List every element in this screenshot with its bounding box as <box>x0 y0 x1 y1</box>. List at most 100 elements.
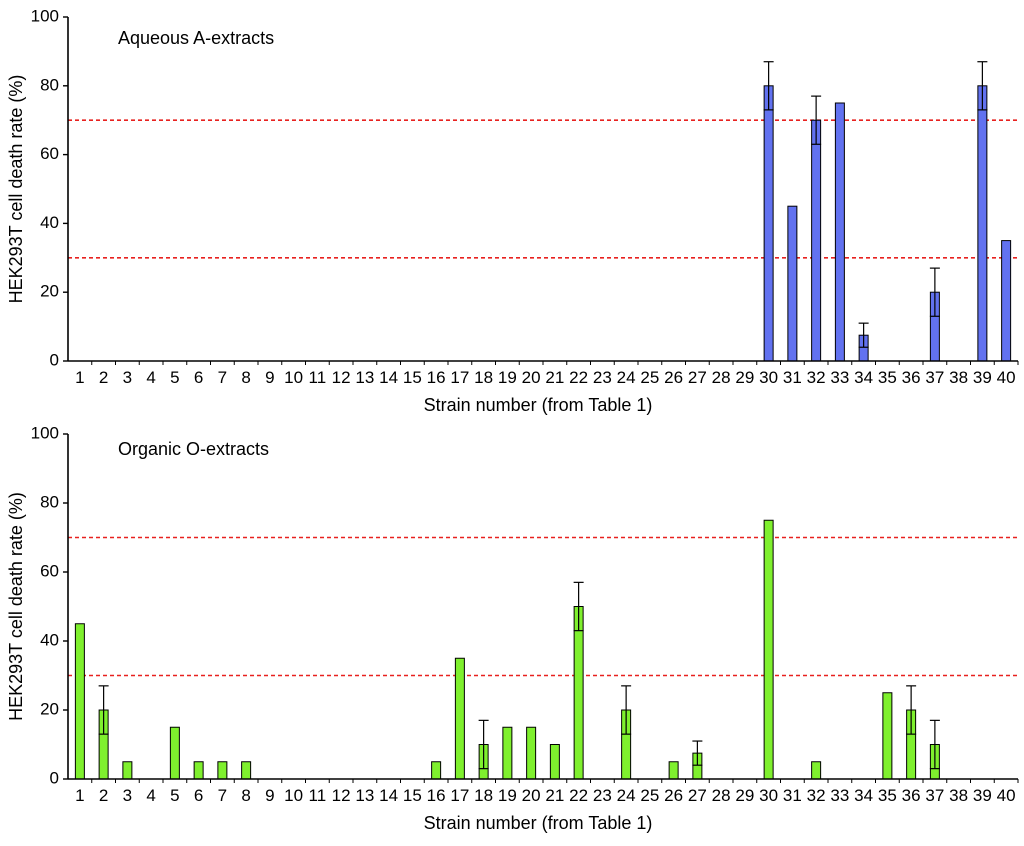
x-tick-label-40: 40 <box>997 368 1016 387</box>
x-tick-label-13: 13 <box>355 786 374 805</box>
x-tick-label-11: 11 <box>309 368 327 387</box>
bar-strain-32 <box>811 119 822 362</box>
y-tick-label-20: 20 <box>40 282 59 301</box>
x-tick-label-28: 28 <box>712 786 731 805</box>
x-axis-label: Strain number (from Table 1) <box>424 395 653 415</box>
y-tick-label-0: 0 <box>50 768 59 787</box>
bar-strain-6 <box>193 761 204 780</box>
x-tick-label-19: 19 <box>498 786 517 805</box>
x-tick-label-38: 38 <box>949 786 968 805</box>
x-tick-label-27: 27 <box>688 786 707 805</box>
y-tick-label-80: 80 <box>40 492 59 511</box>
x-tick-label-17: 17 <box>450 786 469 805</box>
x-tick-label-4: 4 <box>146 786 155 805</box>
x-tick-label-21: 21 <box>545 786 564 805</box>
y-tick-label-100: 100 <box>31 6 59 25</box>
x-tick-label-5: 5 <box>170 786 179 805</box>
x-tick-label-9: 9 <box>265 786 274 805</box>
x-tick-label-14: 14 <box>379 368 398 387</box>
x-tick-label-37: 37 <box>925 368 944 387</box>
y-tick-label-60: 60 <box>40 561 59 580</box>
x-tick-label-37: 37 <box>925 786 944 805</box>
error-bar-strain-22 <box>573 581 584 632</box>
bar-strain-31 <box>787 205 798 362</box>
x-tick-label-28: 28 <box>712 368 731 387</box>
x-tick-label-12: 12 <box>332 786 351 805</box>
x-tick-label-15: 15 <box>403 786 422 805</box>
x-tick-label-27: 27 <box>688 368 707 387</box>
x-tick-label-35: 35 <box>878 786 897 805</box>
panel-title: Organic O-extracts <box>118 439 269 459</box>
error-bar-strain-18 <box>478 719 489 770</box>
x-tick-label-5: 5 <box>170 368 179 387</box>
x-tick-label-18: 18 <box>474 786 493 805</box>
bar-strain-1 <box>74 623 85 780</box>
x-tick-label-3: 3 <box>123 786 132 805</box>
x-tick-label-7: 7 <box>218 368 227 387</box>
x-tick-label-29: 29 <box>735 786 754 805</box>
x-tick-label-21: 21 <box>545 368 564 387</box>
error-bar-strain-2 <box>98 685 109 735</box>
bar-strain-40 <box>1001 240 1012 362</box>
x-tick-label-20: 20 <box>522 786 541 805</box>
x-tick-label-9: 9 <box>265 368 274 387</box>
x-tick-label-10: 10 <box>284 786 303 805</box>
x-tick-label-26: 26 <box>664 786 683 805</box>
x-tick-label-3: 3 <box>123 368 132 387</box>
y-tick-label-40: 40 <box>40 213 59 232</box>
x-tick-label-22: 22 <box>569 786 588 805</box>
x-tick-label-36: 36 <box>902 368 921 387</box>
bar-strain-30 <box>763 85 774 362</box>
bar-strain-32 <box>811 761 822 780</box>
x-tick-label-33: 33 <box>830 368 849 387</box>
x-tick-label-4: 4 <box>146 368 155 387</box>
x-tick-label-14: 14 <box>379 786 398 805</box>
x-tick-label-20: 20 <box>522 368 541 387</box>
bar-strain-39 <box>977 85 988 362</box>
bar-strain-30 <box>763 519 774 780</box>
x-tick-label-10: 10 <box>284 368 303 387</box>
x-tick-label-1: 1 <box>75 368 84 387</box>
x-tick-label-8: 8 <box>241 786 250 805</box>
bar-strain-21 <box>549 744 560 780</box>
bar-strain-3 <box>122 761 133 780</box>
x-tick-label-18: 18 <box>474 368 493 387</box>
bar-strain-33 <box>834 102 845 362</box>
y-tick-label-80: 80 <box>40 75 59 94</box>
bar-strain-19 <box>502 726 513 780</box>
y-axis-label: HEK293T cell death rate (%) <box>6 75 26 304</box>
x-tick-label-17: 17 <box>450 368 469 387</box>
error-bar-strain-37 <box>929 267 940 317</box>
error-bar-strain-32 <box>811 95 822 145</box>
x-tick-label-19: 19 <box>498 368 517 387</box>
x-tick-label-25: 25 <box>640 786 659 805</box>
x-tick-label-15: 15 <box>403 368 422 387</box>
y-tick-label-40: 40 <box>40 630 59 649</box>
x-tick-label-34: 34 <box>854 786 873 805</box>
error-bar-strain-39 <box>977 61 988 111</box>
x-axis-label: Strain number (from Table 1) <box>424 813 653 833</box>
y-tick-label-60: 60 <box>40 144 59 163</box>
x-tick-label-1: 1 <box>75 786 84 805</box>
x-tick-label-2: 2 <box>99 368 108 387</box>
x-tick-label-23: 23 <box>593 368 612 387</box>
bar-strain-26 <box>668 761 679 780</box>
error-bar-strain-37 <box>929 719 940 770</box>
x-tick-label-31: 31 <box>783 368 802 387</box>
error-bar-strain-24 <box>621 685 632 735</box>
bar-strain-8 <box>241 761 252 780</box>
x-tick-label-32: 32 <box>807 368 826 387</box>
error-bar-strain-34 <box>858 322 869 348</box>
x-tick-label-25: 25 <box>640 368 659 387</box>
x-tick-label-39: 39 <box>973 368 992 387</box>
x-tick-label-32: 32 <box>807 786 826 805</box>
y-tick-label-20: 20 <box>40 699 59 718</box>
x-tick-label-22: 22 <box>569 368 588 387</box>
bar-strain-7 <box>217 761 228 780</box>
x-tick-label-31: 31 <box>783 786 802 805</box>
x-tick-label-38: 38 <box>949 368 968 387</box>
x-tick-label-13: 13 <box>355 368 374 387</box>
x-tick-label-23: 23 <box>593 786 612 805</box>
x-tick-label-30: 30 <box>759 368 778 387</box>
